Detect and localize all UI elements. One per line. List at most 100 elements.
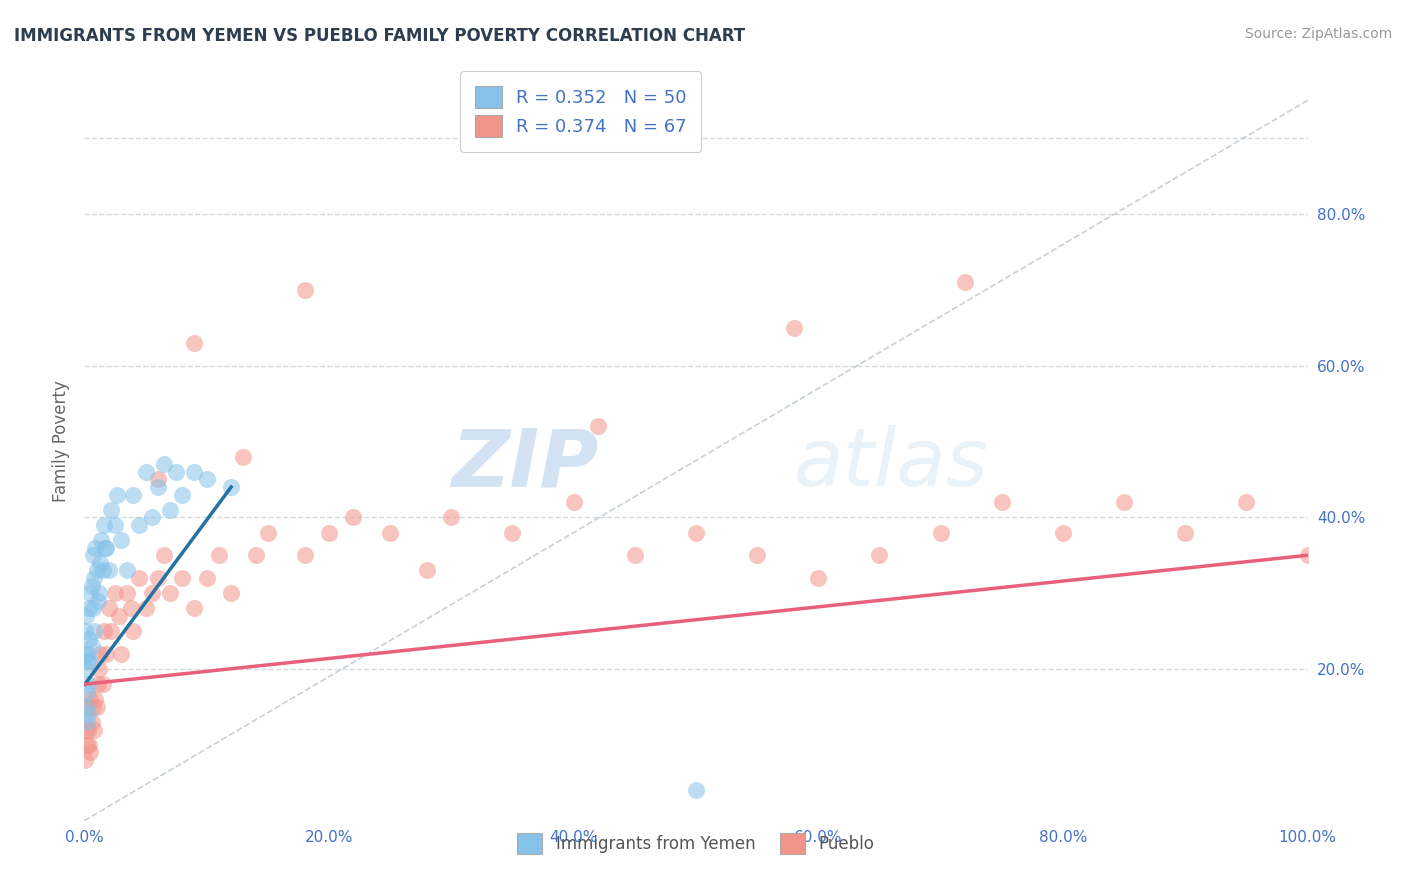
Point <box>76 715 98 730</box>
Point <box>107 608 129 623</box>
Point <box>195 571 218 585</box>
Point <box>135 601 157 615</box>
Point <box>146 480 169 494</box>
Point <box>159 586 181 600</box>
Point <box>76 738 98 752</box>
Point <box>783 320 806 334</box>
Point <box>73 624 96 639</box>
Point <box>953 275 976 289</box>
Point <box>100 503 122 517</box>
Point <box>77 647 100 661</box>
Point <box>93 517 115 532</box>
Point <box>77 707 100 722</box>
Point <box>115 564 138 578</box>
Point <box>1052 525 1074 540</box>
Point <box>76 699 98 714</box>
Point <box>83 571 105 585</box>
Point <box>104 586 127 600</box>
Point <box>96 541 118 555</box>
Point <box>75 723 97 737</box>
Point <box>82 601 104 615</box>
Point <box>245 548 267 563</box>
Point <box>342 510 364 524</box>
Point <box>146 473 169 487</box>
Point <box>183 465 205 479</box>
Point <box>73 753 96 767</box>
Point <box>75 662 97 676</box>
Point <box>87 662 110 676</box>
Point <box>685 783 707 797</box>
Point <box>77 738 100 752</box>
Point <box>84 541 107 555</box>
Point <box>122 624 145 639</box>
Point <box>75 608 97 623</box>
Point <box>79 655 101 669</box>
Point <box>232 450 254 464</box>
Point <box>219 480 242 494</box>
Point <box>440 510 463 524</box>
Point <box>79 746 101 760</box>
Point <box>86 564 108 578</box>
Point <box>807 571 830 585</box>
Text: ZIP: ZIP <box>451 425 598 503</box>
Point <box>80 715 103 730</box>
Point <box>153 458 176 472</box>
Point <box>1236 495 1258 509</box>
Point <box>128 517 150 532</box>
Point <box>82 548 104 563</box>
Point <box>141 510 163 524</box>
Point <box>172 487 194 501</box>
Point <box>1296 548 1319 563</box>
Point <box>502 525 524 540</box>
Point <box>96 647 118 661</box>
Point <box>89 556 111 570</box>
Point <box>87 594 110 608</box>
Point <box>183 335 205 350</box>
Point <box>86 699 108 714</box>
Point <box>135 465 157 479</box>
Point <box>76 685 98 699</box>
Text: Source: ZipAtlas.com: Source: ZipAtlas.com <box>1244 27 1392 41</box>
Point <box>82 699 104 714</box>
Point <box>90 533 112 548</box>
Point <box>79 692 101 706</box>
Text: atlas: atlas <box>794 425 988 503</box>
Point <box>318 525 340 540</box>
Point <box>110 533 132 548</box>
Point <box>183 601 205 615</box>
Legend: Immigrants from Yemen, Pueblo: Immigrants from Yemen, Pueblo <box>506 822 886 865</box>
Point <box>104 517 127 532</box>
Point <box>219 586 242 600</box>
Point <box>208 548 231 563</box>
Point <box>97 564 120 578</box>
Point <box>195 473 218 487</box>
Point <box>416 564 439 578</box>
Point <box>929 525 952 540</box>
Point <box>83 624 105 639</box>
Point <box>1174 525 1197 540</box>
Point <box>91 677 114 691</box>
Point <box>89 647 111 661</box>
Point <box>991 495 1014 509</box>
Y-axis label: Family Poverty: Family Poverty <box>52 381 70 502</box>
Point <box>87 586 110 600</box>
Point <box>75 647 97 661</box>
Point <box>110 647 132 661</box>
Point <box>586 419 609 434</box>
Point <box>624 548 647 563</box>
Point <box>80 579 103 593</box>
Point <box>128 571 150 585</box>
Point <box>562 495 585 509</box>
Point <box>94 541 117 555</box>
Point <box>77 677 100 691</box>
Point <box>122 487 145 501</box>
Point <box>80 639 103 653</box>
Point <box>75 699 97 714</box>
Point <box>77 632 100 646</box>
Point <box>87 677 110 691</box>
Point <box>257 525 280 540</box>
Point <box>77 601 100 615</box>
Point <box>141 586 163 600</box>
Point <box>105 487 128 501</box>
Point <box>115 586 138 600</box>
